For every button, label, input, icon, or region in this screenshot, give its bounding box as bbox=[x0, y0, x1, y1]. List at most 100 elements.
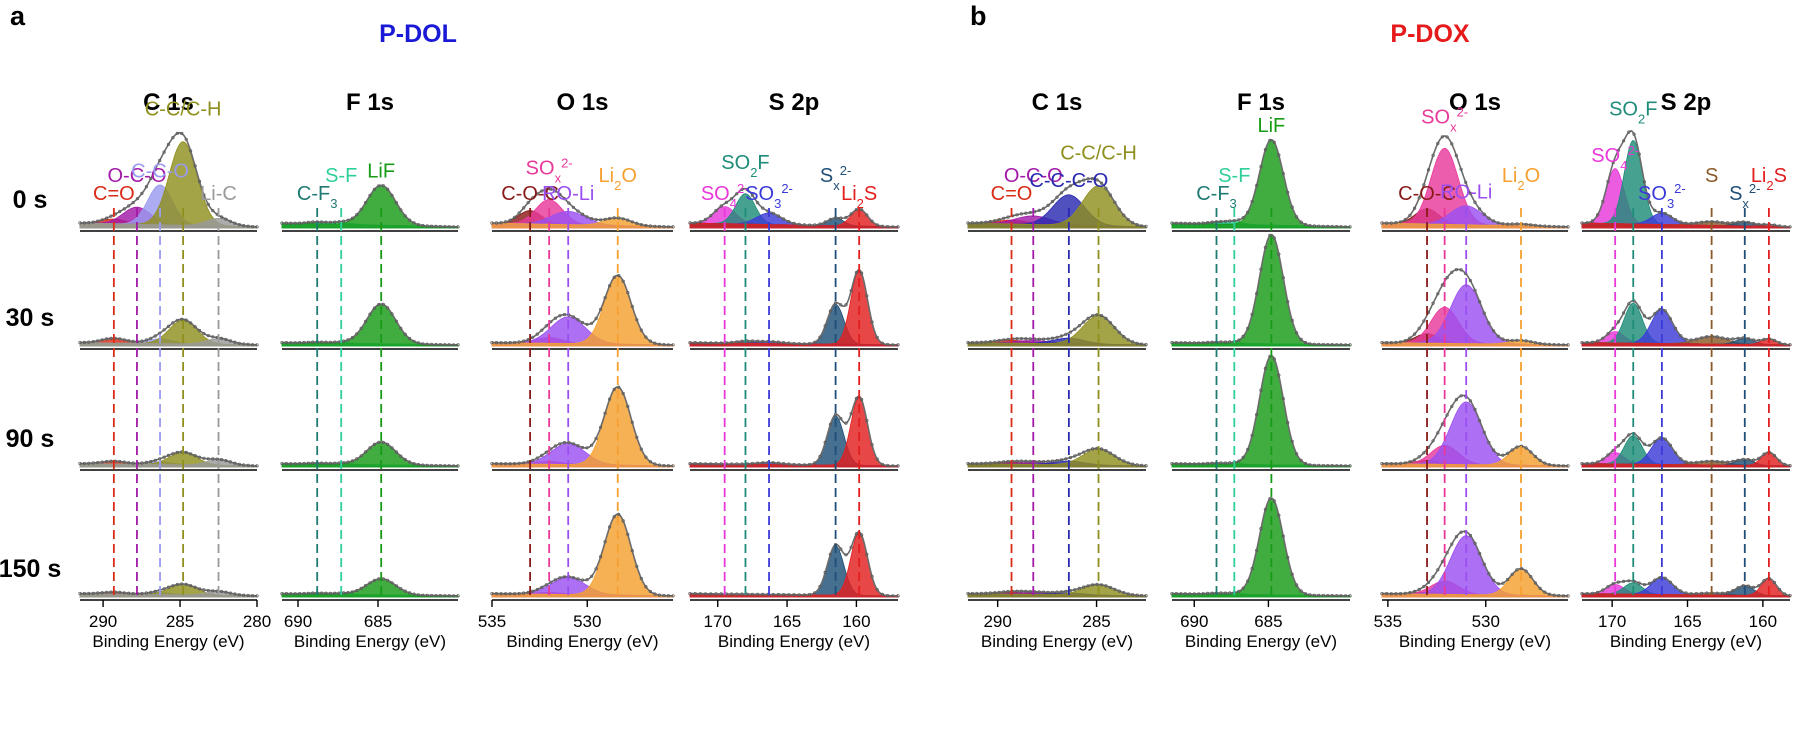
data-point bbox=[719, 462, 723, 466]
data-point bbox=[342, 219, 346, 223]
data-point bbox=[82, 591, 86, 596]
data-point bbox=[896, 464, 900, 468]
data-point bbox=[1473, 541, 1477, 545]
data-point bbox=[1440, 422, 1444, 426]
data-point bbox=[1294, 583, 1299, 587]
data-point bbox=[1210, 220, 1214, 224]
data-point bbox=[1529, 450, 1533, 454]
data-point bbox=[740, 592, 744, 596]
data-point bbox=[87, 340, 91, 344]
data-point bbox=[828, 309, 833, 313]
data-point bbox=[1389, 341, 1393, 345]
data-point bbox=[456, 343, 460, 347]
data-point bbox=[359, 454, 363, 458]
data-point bbox=[807, 223, 812, 227]
data-point bbox=[1459, 530, 1463, 534]
data-point bbox=[1394, 462, 1398, 466]
data-point bbox=[1524, 569, 1528, 573]
data-point bbox=[1689, 221, 1693, 225]
data-point bbox=[1205, 591, 1210, 596]
data-point bbox=[1250, 433, 1254, 437]
data-point bbox=[289, 221, 293, 225]
data-point bbox=[109, 336, 113, 341]
data-point bbox=[144, 591, 148, 595]
data-point bbox=[1487, 572, 1491, 576]
data-point bbox=[607, 284, 612, 288]
component-peak bbox=[1381, 401, 1569, 468]
data-point bbox=[1019, 459, 1024, 463]
data-point bbox=[1403, 591, 1407, 595]
spectrum bbox=[1170, 354, 1352, 471]
data-point bbox=[122, 460, 126, 464]
data-point bbox=[1642, 582, 1646, 587]
data-point bbox=[1144, 594, 1148, 598]
data-point bbox=[531, 589, 535, 593]
spectrum bbox=[280, 302, 460, 350]
envelope-line bbox=[1582, 299, 1790, 346]
data-point bbox=[1090, 314, 1095, 318]
data-point bbox=[1228, 591, 1232, 595]
data-point bbox=[153, 167, 157, 172]
data-point bbox=[499, 341, 503, 345]
data-point bbox=[719, 204, 723, 208]
data-point bbox=[1179, 592, 1183, 596]
data-point bbox=[1059, 334, 1064, 338]
data-point bbox=[1259, 388, 1263, 392]
data-point bbox=[153, 334, 157, 338]
data-point bbox=[671, 225, 675, 229]
data-point bbox=[342, 339, 346, 343]
data-point bbox=[364, 201, 368, 205]
data-point bbox=[671, 594, 675, 598]
data-point bbox=[280, 221, 284, 225]
data-point bbox=[109, 590, 113, 594]
data-point bbox=[576, 209, 580, 213]
data-point bbox=[1699, 591, 1704, 596]
data-point bbox=[251, 225, 255, 229]
data-point bbox=[1422, 451, 1426, 455]
data-point bbox=[1468, 399, 1472, 403]
data-point bbox=[430, 463, 434, 468]
spectrum bbox=[1380, 394, 1570, 471]
component-label: SOx2- bbox=[1421, 104, 1468, 134]
data-point bbox=[1144, 224, 1148, 228]
data-point bbox=[1653, 578, 1657, 582]
data-point bbox=[1046, 203, 1050, 207]
data-point bbox=[1019, 589, 1024, 593]
data-point bbox=[1408, 590, 1412, 595]
data-point bbox=[776, 214, 781, 218]
data-point bbox=[859, 271, 864, 275]
data-point bbox=[755, 461, 760, 465]
data-point bbox=[997, 218, 1001, 222]
data-point bbox=[364, 450, 368, 454]
data-point bbox=[776, 461, 781, 465]
data-point bbox=[1068, 330, 1072, 334]
data-point bbox=[434, 342, 438, 347]
data-point bbox=[1595, 590, 1600, 594]
data-point bbox=[504, 341, 508, 345]
data-point bbox=[1482, 212, 1486, 216]
data-point bbox=[399, 454, 403, 458]
data-point bbox=[1491, 329, 1496, 333]
data-point bbox=[1403, 461, 1407, 465]
data-point bbox=[735, 192, 739, 196]
data-point bbox=[1487, 216, 1491, 220]
data-point bbox=[1174, 591, 1178, 596]
data-point bbox=[166, 324, 171, 329]
data-point bbox=[320, 340, 324, 344]
data-point bbox=[1104, 584, 1108, 588]
data-point bbox=[1515, 338, 1519, 342]
data-point bbox=[657, 224, 662, 229]
tick-label: 290 bbox=[89, 612, 117, 631]
data-point bbox=[447, 343, 451, 347]
spectrum bbox=[1170, 233, 1352, 350]
data-point bbox=[1321, 593, 1325, 598]
data-point bbox=[1086, 584, 1090, 588]
data-point bbox=[549, 580, 553, 584]
data-point bbox=[131, 201, 135, 205]
data-point bbox=[333, 340, 337, 344]
data-point bbox=[242, 342, 246, 346]
data-point bbox=[1259, 526, 1263, 531]
data-point bbox=[1192, 221, 1196, 226]
